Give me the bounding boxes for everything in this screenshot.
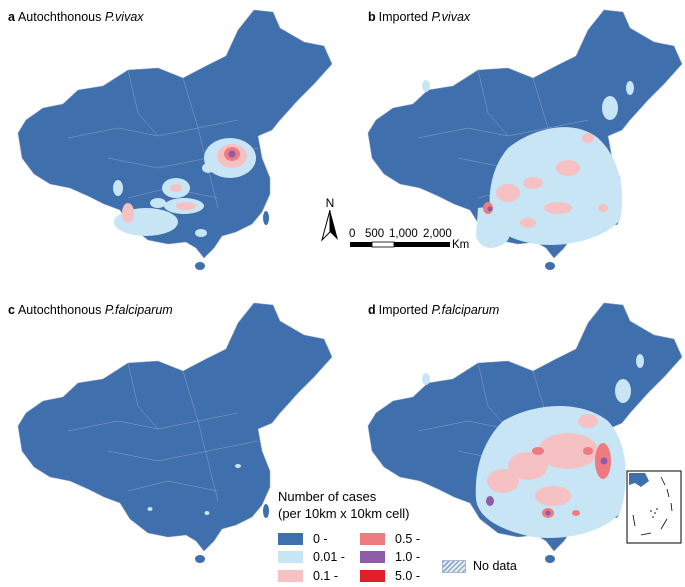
north-arrow-label: N [326,196,335,210]
province-boundary [127,69,159,137]
taiwan-island [263,211,269,225]
panel-a-label: a Autochthonous P.vivax [8,10,144,24]
scale-tick-2000: 2,000 [423,228,452,240]
legend-swatch [360,551,385,563]
map-panel-c [17,302,333,563]
legend-label: 1.0 - [395,550,421,564]
province-boundary [182,77,219,209]
taiwan-island [263,504,269,518]
china-outline-c [17,302,333,563]
scale-tick-500: 500 [365,228,385,240]
scale-tick-1000: 1,000 [389,228,418,240]
province-boundary [477,362,509,430]
hainan-island [545,555,555,563]
no-data-label: No data [473,559,517,573]
china-outline-a [17,9,333,270]
hotspots-b [422,80,634,248]
scale-bar [350,241,450,248]
legend-label: 0.1 - [313,569,339,583]
province-boundary [127,480,219,492]
legend-swatch [278,551,303,563]
legend-swatch [360,570,385,582]
province-boundary [477,69,509,137]
legend-item: 0.01 - [278,550,345,564]
province-boundary [107,440,259,462]
legend-swatch [360,533,385,545]
legend-item: 0 - [278,532,328,546]
hainan-island [545,262,555,270]
legend-item: 0.5 - [360,532,420,546]
hotspots-c [147,464,241,515]
legend-item: 1.0 - [360,550,420,564]
hotspots-d [422,354,644,538]
legend-no-data: No data [442,559,517,573]
legend-item: 5.0 - [360,569,420,583]
map-panel-a [17,9,333,270]
map-panel-d [367,302,683,563]
province-boundary [182,370,219,502]
province-boundary [127,362,159,430]
legend-label: 0.01 - [313,550,345,564]
legend-label: 0 - [313,532,328,546]
legend-swatch [278,570,303,582]
legend-label: 0.5 - [395,532,421,546]
legend-label: 5.0 - [395,569,421,583]
no-data-swatch [442,559,466,573]
legend-swatch [278,533,303,545]
china-landmass-c [17,302,333,552]
legend-item: 0.1 - [278,569,338,583]
hainan-island [195,262,205,270]
scale-tick-0: 0 [349,228,356,240]
panel-d-label: d Imported P.falciparum [368,303,500,317]
scale-unit: Km [452,239,470,251]
legend-title: Number of cases (per 10km x 10km cell) [278,489,410,521]
panel-c-label: c Autochthonous P.falciparum [8,303,173,317]
panel-b-label: b Imported P.vivax [368,10,471,24]
north-arrow: N [321,196,338,242]
inset-south-china-sea [626,470,682,544]
map-panel-b [367,9,683,270]
hainan-island [195,555,205,563]
hotspots-a [113,138,256,237]
